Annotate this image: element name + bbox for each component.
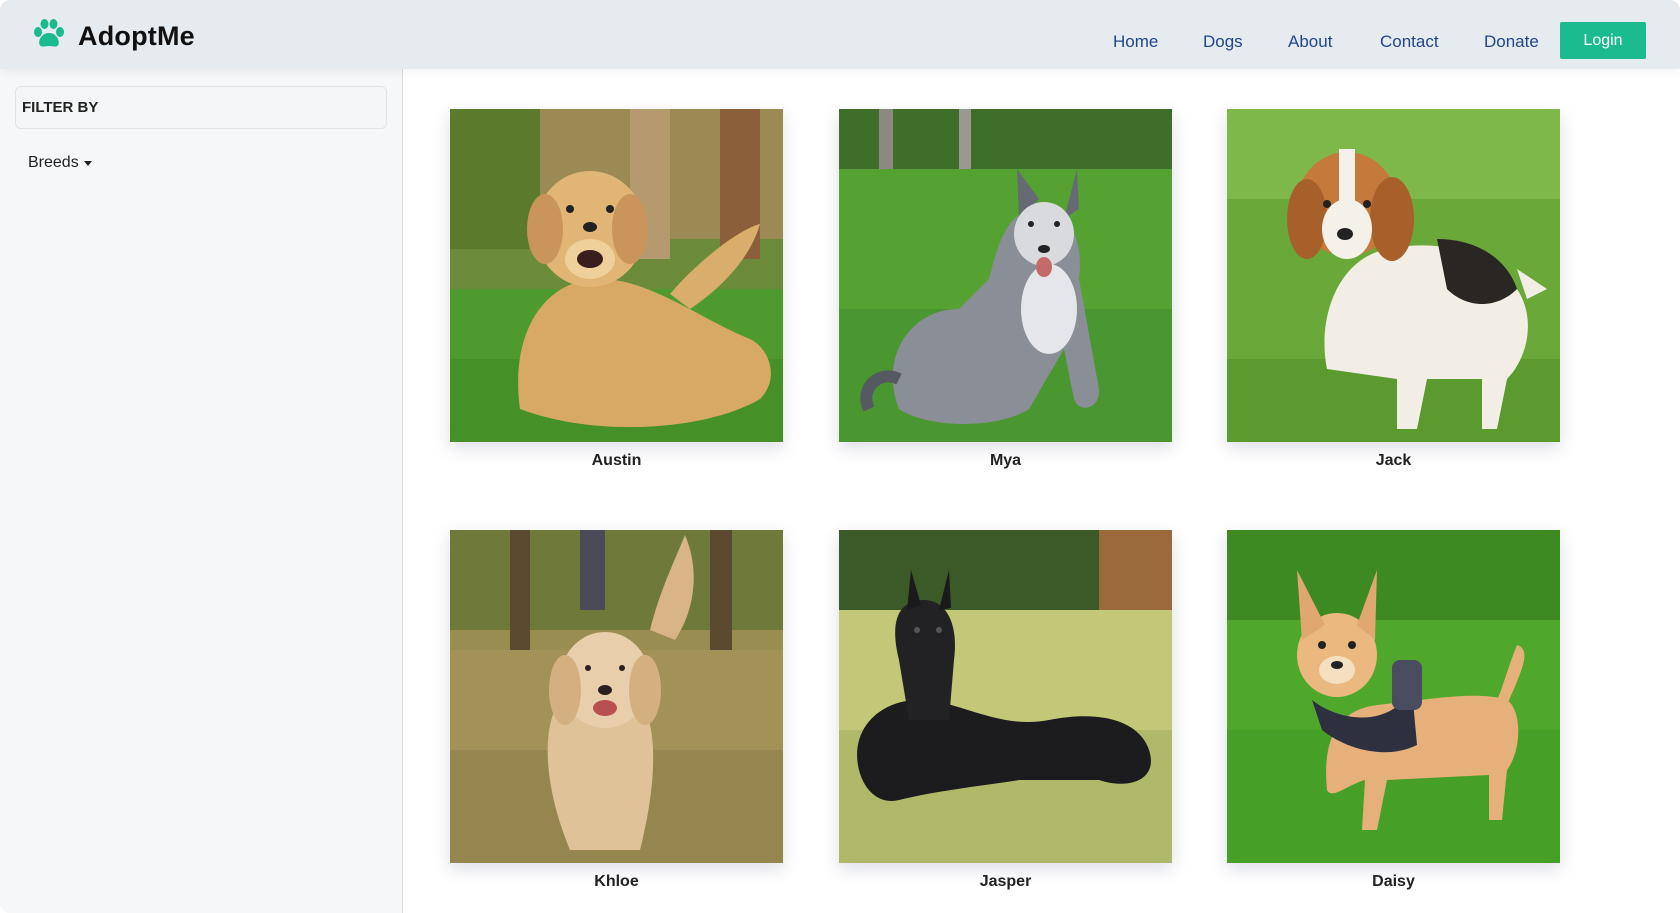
brand-name: AdoptMe <box>78 20 195 51</box>
dog-photo[interactable] <box>1227 530 1560 863</box>
dog-card[interactable]: Austin <box>450 109 783 470</box>
dog-name: Jasper <box>979 873 1032 890</box>
nav-link-dogs[interactable]: Dogs <box>1203 32 1243 51</box>
paw-icon <box>32 18 66 55</box>
dog-card[interactable]: Jasper <box>839 530 1172 891</box>
filter-title: FILTER BY <box>22 99 99 116</box>
dog-photo[interactable] <box>839 109 1172 442</box>
dog-card[interactable]: Mya <box>839 109 1172 470</box>
nav-link-donate[interactable]: Donate <box>1484 32 1539 51</box>
dog-photo[interactable] <box>1227 109 1560 442</box>
nav-link-about[interactable]: About <box>1288 32 1333 51</box>
dog-name: Daisy <box>1372 873 1415 890</box>
dog-card[interactable]: Khloe <box>450 530 783 891</box>
filter-header: FILTER BY <box>15 86 387 129</box>
dog-name: Austin <box>591 452 642 469</box>
nav-link-contact[interactable]: Contact <box>1380 32 1439 51</box>
breeds-label: Breeds <box>28 154 79 171</box>
dog-name: Khloe <box>594 873 639 890</box>
dog-name: Mya <box>989 452 1022 469</box>
dog-name: Jack <box>1375 452 1412 469</box>
login-button[interactable]: Login <box>1560 22 1646 59</box>
brand-link[interactable]: AdoptMe <box>32 18 195 54</box>
breeds-dropdown[interactable]: Breeds <box>28 154 92 172</box>
caret-down-icon <box>83 160 92 166</box>
nav-link-home[interactable]: Home <box>1113 32 1159 51</box>
dog-photo[interactable] <box>839 530 1172 863</box>
navbar: AdoptMe Home Dogs About Contact Donate L… <box>0 0 1680 69</box>
dog-card[interactable]: Daisy <box>1227 530 1560 891</box>
dog-card[interactable]: Jack <box>1227 109 1560 470</box>
sidebar: FILTER BY Breeds <box>0 69 403 913</box>
dog-photo[interactable] <box>450 109 783 442</box>
dog-photo[interactable] <box>450 530 783 863</box>
